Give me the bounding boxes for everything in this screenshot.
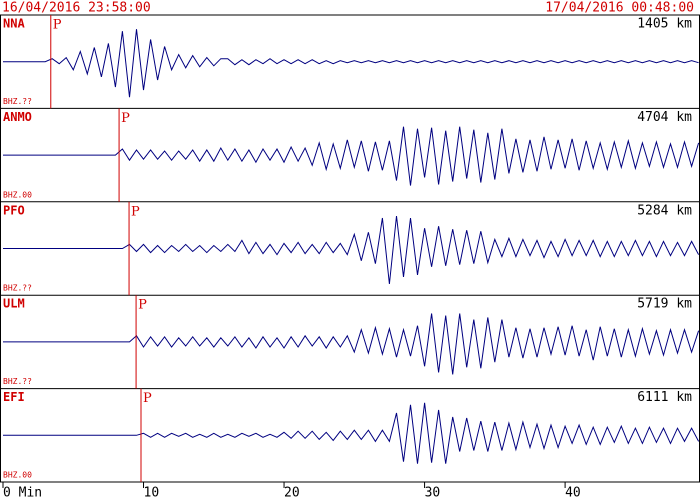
- station-name: NNA: [3, 17, 25, 31]
- station-name: EFI: [3, 390, 25, 404]
- start-time: 16/04/2016 23:58:00: [2, 1, 151, 16]
- phase-label: P: [53, 18, 62, 33]
- channel-label: BHZ.??: [3, 284, 32, 293]
- channel-label: BHZ.??: [3, 97, 32, 106]
- x-tick-label: 0 Min: [3, 486, 42, 501]
- distance-label: 5284 km: [637, 203, 692, 218]
- station-name: PFO: [3, 203, 25, 217]
- station-name: ULM: [3, 297, 25, 311]
- phase-label: P: [121, 111, 130, 126]
- waveform: [3, 402, 700, 464]
- phase-label: P: [143, 391, 152, 406]
- x-tick-label: 20: [284, 486, 300, 501]
- channel-label: BHZ.00: [3, 190, 32, 199]
- distance-label: 5719 km: [637, 297, 692, 312]
- channel-label: BHZ.00: [3, 471, 32, 480]
- waveform: [3, 313, 700, 375]
- phase-label: P: [131, 204, 140, 219]
- waveform: [3, 29, 699, 98]
- distance-label: 4704 km: [637, 110, 692, 125]
- waveform: [3, 126, 700, 186]
- distance-label: 1405 km: [637, 17, 692, 32]
- station-name: ANMO: [3, 110, 32, 124]
- x-tick-label: 30: [425, 486, 441, 501]
- channel-label: BHZ.??: [3, 377, 32, 386]
- x-tick-label: 10: [144, 486, 160, 501]
- phase-label: P: [138, 298, 147, 313]
- distance-label: 6111 km: [637, 390, 692, 405]
- end-time: 17/04/2016 00:48:00: [545, 1, 694, 16]
- x-tick-label: 40: [565, 486, 581, 501]
- waveform: [3, 215, 700, 285]
